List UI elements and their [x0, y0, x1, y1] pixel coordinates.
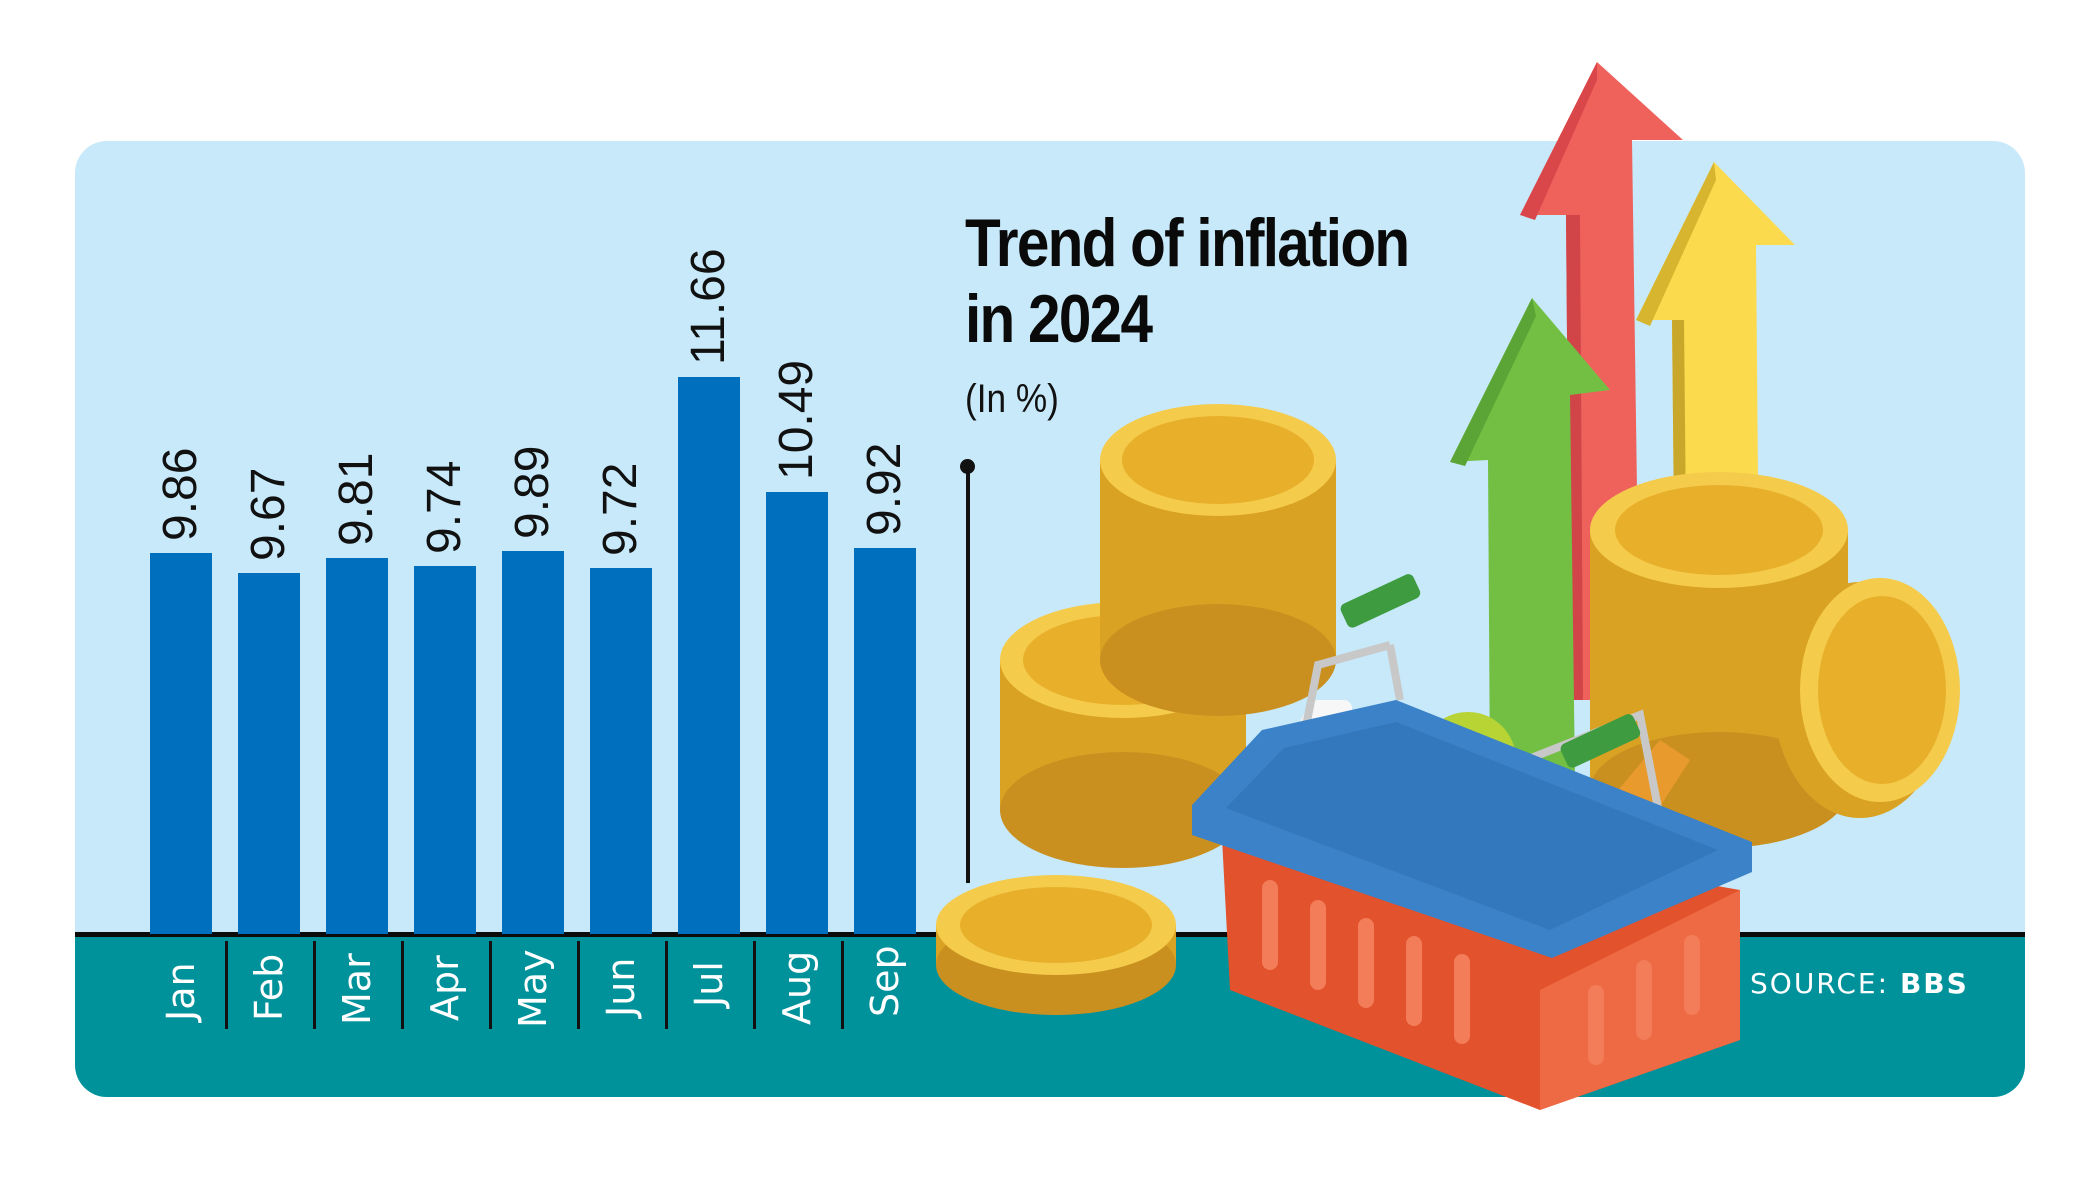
month-divider	[313, 941, 316, 1029]
value-label-mar: 9.81	[330, 452, 383, 546]
value-label-jul: 11.66	[682, 248, 735, 365]
value-label-jun: 9.72	[594, 462, 647, 556]
month-label-jan: Jan	[159, 962, 203, 1021]
chart-title: Trend of inflation in 2024	[965, 205, 1410, 357]
chart-panel: 9.86 9.67 9.81 9.74 9.89 9.72 11.66 10.4…	[75, 141, 2025, 1097]
bar-sep	[854, 548, 916, 934]
month-divider	[225, 941, 228, 1029]
bar-mar	[326, 558, 388, 934]
chart-title-line2: in 2024	[965, 281, 1153, 357]
bar-aug	[766, 492, 828, 934]
bar-may	[502, 551, 564, 934]
source-value: BBS	[1899, 967, 1969, 1000]
month-label-jul: Jul	[687, 961, 731, 1007]
bar-jan	[150, 553, 212, 934]
chart-unit: (In %)	[965, 377, 1059, 421]
chart-title-line1: Trend of inflation	[965, 205, 1410, 281]
month-label-apr: Apr	[423, 955, 467, 1021]
month-divider	[489, 941, 492, 1029]
bar-apr	[414, 566, 476, 934]
value-label-apr: 9.74	[418, 460, 471, 554]
value-label-may: 9.89	[506, 445, 559, 539]
value-label-feb: 9.67	[242, 467, 295, 561]
value-label-sep: 9.92	[858, 442, 911, 536]
leader-line	[966, 463, 970, 883]
month-divider	[841, 941, 844, 1029]
value-label-aug: 10.49	[770, 359, 823, 480]
source-credit: SOURCE: BBS	[1750, 967, 1969, 1000]
month-label-feb: Feb	[247, 953, 291, 1021]
month-label-mar: Mar	[335, 953, 379, 1025]
month-label-sep: Sep	[863, 945, 907, 1017]
bar-jul	[678, 377, 740, 934]
month-divider	[401, 941, 404, 1029]
month-divider	[665, 941, 668, 1029]
value-label-jan: 9.86	[154, 447, 207, 541]
bar-jun	[590, 568, 652, 934]
month-label-jun: Jun	[599, 957, 643, 1017]
source-label: SOURCE:	[1750, 967, 1890, 1000]
month-label-aug: Aug	[775, 950, 819, 1025]
month-divider	[577, 941, 580, 1029]
bar-feb	[238, 573, 300, 934]
month-label-may: May	[511, 949, 555, 1028]
month-divider	[753, 941, 756, 1029]
